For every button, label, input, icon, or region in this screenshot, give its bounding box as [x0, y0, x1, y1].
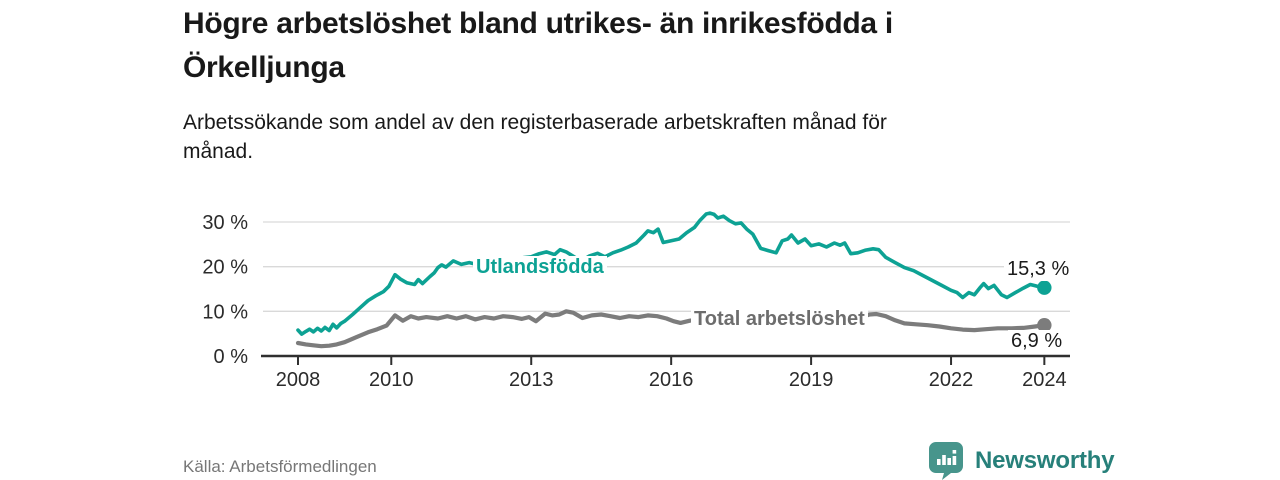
source-credit: Källa: Arbetsförmedlingen — [183, 457, 377, 476]
chart-subtitle: Arbetssökande som andel av den registerb… — [183, 108, 1083, 166]
series-line-total — [295, 309, 1047, 349]
x-axis-tick-label: 2013 — [509, 369, 554, 391]
x-axis-tick-label: 2022 — [929, 369, 974, 391]
x-axis-tick-label: 2024 — [1022, 369, 1067, 391]
series-end-dot-utlandsfodda — [1037, 280, 1052, 295]
x-axis-tick-label: 2010 — [369, 369, 414, 391]
y-axis-tick-label: 30 % — [202, 212, 248, 234]
chart-subtitle-line1: Arbetssökande som andel av den registerb… — [183, 111, 887, 134]
series-end-dot-total — [1037, 317, 1052, 333]
x-axis-tick-label: 2008 — [276, 369, 321, 391]
page-title: Högre arbetslöshet bland utrikes- än inr… — [183, 2, 1143, 90]
page-title-line1: Högre arbetslöshet bland utrikes- än inr… — [183, 7, 893, 40]
y-axis-tick-label: 10 % — [202, 301, 248, 323]
series-label-utlandsfodda: Utlandsfödda — [473, 256, 607, 279]
page-title-line2: Örkelljunga — [183, 51, 345, 84]
series-label-total-arbetsloshet: Total arbetslöshet — [691, 308, 868, 331]
chart-subtitle-line2: månad. — [183, 140, 254, 163]
series-line-utlandsfodda — [296, 211, 1047, 336]
y-axis-tick-label: 0 % — [214, 346, 249, 368]
x-axis-tick-label: 2016 — [649, 369, 694, 391]
newsworthy-brand: Newsworthy — [929, 442, 1115, 480]
end-value-label-total: 6,9 % — [1008, 330, 1066, 353]
newsworthy-wordmark: Newsworthy — [975, 447, 1115, 474]
newsworthy-bar-chart-icon — [929, 442, 963, 480]
x-axis-tick-label: 2019 — [789, 369, 834, 391]
end-value-label-utlandsfodda: 15,3 % — [1004, 258, 1073, 281]
y-axis-tick-label: 20 % — [202, 257, 248, 279]
